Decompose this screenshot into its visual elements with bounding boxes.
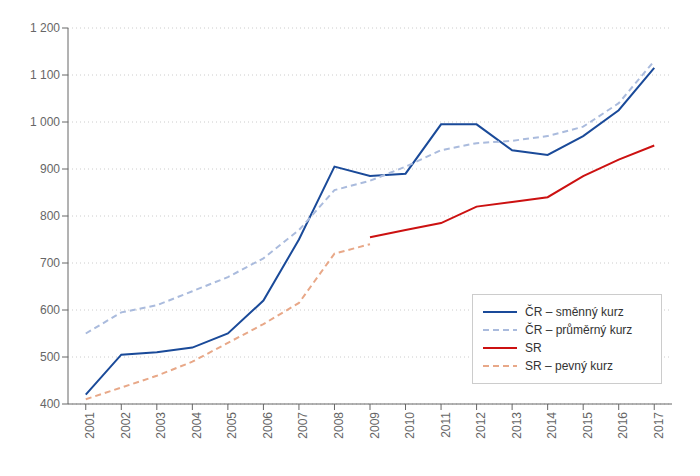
svg-text:900: 900 <box>40 162 60 176</box>
svg-text:800: 800 <box>40 209 60 223</box>
svg-text:700: 700 <box>40 256 60 270</box>
svg-text:2015: 2015 <box>581 412 595 439</box>
html-text:ČR – směnný kurz: ČR – směnný kurz <box>525 305 624 319</box>
svg-text:2011: 2011 <box>439 412 453 438</box>
svg-text:2003: 2003 <box>154 412 168 439</box>
svg-text:2002: 2002 <box>119 412 133 439</box>
svg-text:2006: 2006 <box>261 412 275 439</box>
svg-text:2004: 2004 <box>190 412 204 439</box>
svg-text:2014: 2014 <box>545 412 559 439</box>
svg-text:2010: 2010 <box>403 412 417 439</box>
svg-text:2005: 2005 <box>225 412 239 439</box>
svg-text:2012: 2012 <box>474 412 488 439</box>
svg-text:2016: 2016 <box>616 412 630 439</box>
html-text:SR – pevný kurz: SR – pevný kurz <box>525 359 613 373</box>
svg-text:1 100: 1 100 <box>30 68 60 82</box>
svg-text:600: 600 <box>40 303 60 317</box>
svg-text:2008: 2008 <box>332 412 346 439</box>
svg-text:400: 400 <box>40 397 60 411</box>
html-text:ČR – průměrný kurz: ČR – průměrný kurz <box>525 323 633 337</box>
svg-text:1 000: 1 000 <box>30 115 60 129</box>
svg-text:2013: 2013 <box>510 412 524 439</box>
svg-text:500: 500 <box>40 350 60 364</box>
svg-text:2007: 2007 <box>296 412 310 439</box>
svg-text:2009: 2009 <box>368 412 382 439</box>
svg-text:2017: 2017 <box>652 412 666 439</box>
svg-text:2001: 2001 <box>83 412 97 439</box>
svg-text:1 200: 1 200 <box>30 21 60 35</box>
html-text:SR: SR <box>525 341 542 355</box>
